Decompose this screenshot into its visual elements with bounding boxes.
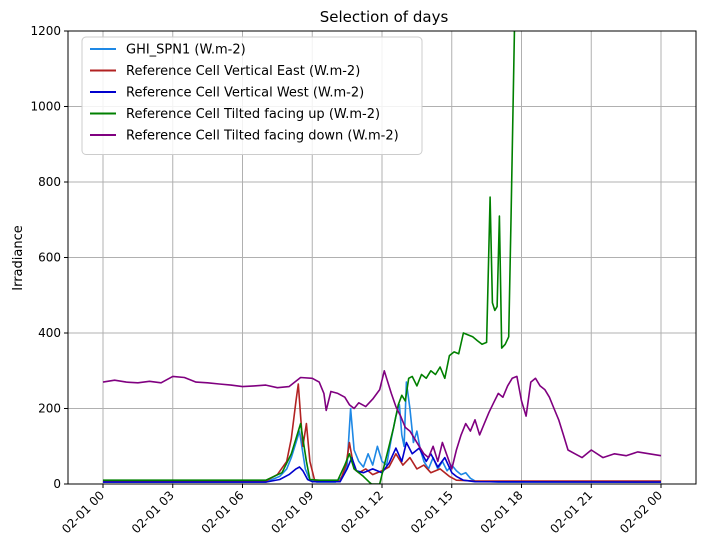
legend-box [81,36,423,155]
series-line-5 [102,370,662,470]
x-tick-label: 02-01 18 [478,488,526,536]
y-axis: 0 200 400 600 800 1000 1200 [30,24,68,491]
legend-label: Reference Cell Vertical West (W.m-2) [126,86,364,101]
x-tick-label: 02-01 15 [408,488,456,536]
x-tick-label: 02-01 06 [199,488,247,536]
x-tick-label: 02-02 00 [617,488,665,536]
y-tick-label: 600 [38,251,61,265]
legend-label: Reference Cell Tilted facing up (W.m-2) [126,107,380,122]
chart-title: Selection of days [320,8,449,26]
y-tick-label: 1000 [30,100,61,114]
legend-label: Reference Cell Vertical East (W.m-2) [126,64,360,79]
y-tick-label: 400 [38,326,61,340]
y-tick-label: 800 [38,175,61,189]
x-axis: 02-01 00 02-01 03 02-01 06 02-01 09 02-01 12… [59,484,665,536]
series-line-4 [103,31,516,484]
y-tick-label: 200 [38,402,61,416]
y-tick-label: 1200 [30,24,61,38]
x-tick-label: 02-01 12 [338,488,386,536]
grid-lines [68,30,696,485]
legend-label: GHI_SPN1 (W.m-2) [126,43,246,58]
y-tick-label: 0 [53,477,61,491]
x-tick-label: 02-01 00 [59,488,107,536]
series-lines [102,31,662,484]
x-tick-label: 02-01 03 [129,488,177,536]
y-axis-label: Irradiance [11,225,26,290]
x-tick-label: 02-01 21 [547,488,595,536]
x-tick-label: 02-01 09 [268,488,316,536]
legend-label: Reference Cell Tilted facing down (W.m-2… [126,129,399,144]
legend: GHI_SPN1 (W.m-2) Reference Cell Vertical … [81,36,423,155]
